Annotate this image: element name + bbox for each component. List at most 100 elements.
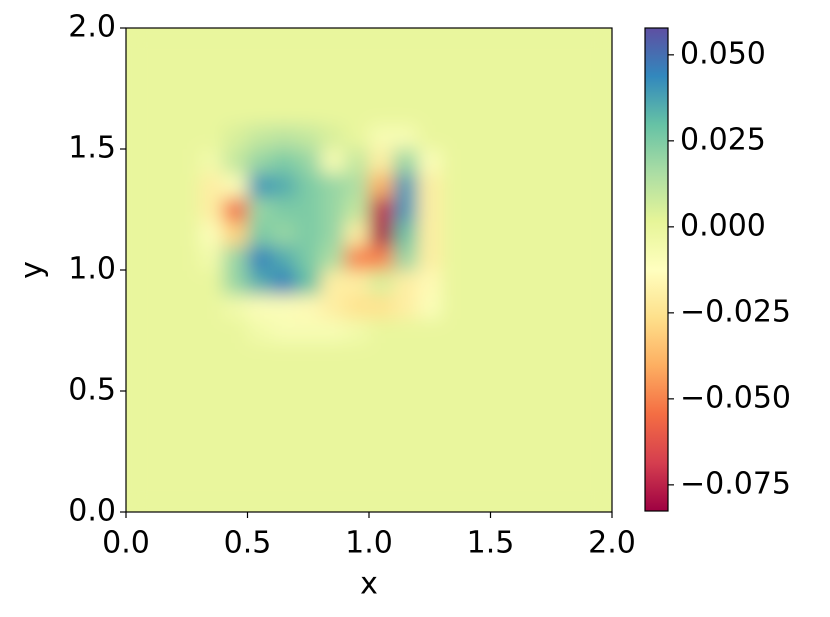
heat-cell [417,463,443,489]
heat-cell [198,124,224,150]
heat-cell [417,294,443,319]
heat-cell [271,173,297,198]
heat-cell [490,100,516,126]
heat-cell [490,124,516,150]
heat-cell [417,173,443,198]
heat-cell [296,221,321,247]
heat-cell [320,391,346,416]
heat-cell [563,439,589,465]
heat-cell [466,52,491,77]
heat-cell [320,463,346,489]
heat-cell [247,76,273,102]
heat-cell [393,124,419,150]
heat-cell [223,221,248,247]
heat-cell [320,197,346,223]
heat-cell [223,197,248,223]
heat-cell [247,28,273,53]
heat-cell [441,366,467,392]
heat-cell [563,487,589,512]
heat-cell [223,318,248,344]
heat-cell [150,318,176,344]
heat-cell [296,366,321,392]
heat-cell [223,463,248,489]
heat-cell [393,270,419,295]
heat-cell [441,487,467,512]
heat-cell [514,124,540,150]
heat-cell [296,487,321,512]
heat-cell [441,318,467,344]
y-tick-label: 1.0 [68,252,116,287]
heat-cell [344,318,370,344]
heat-cell [393,52,419,77]
heat-cell [490,487,516,512]
heat-cell [514,173,540,198]
heat-cell [490,197,516,223]
heat-cell [393,221,419,247]
heat-cell [223,76,248,102]
heat-cell [150,245,176,271]
heat-cell [198,318,224,344]
heat-cell [539,342,564,368]
heat-cell [296,197,321,223]
heat-cell [223,342,248,368]
heat-cell [344,342,370,368]
colorbar [644,27,669,512]
heat-cell [417,415,443,440]
heat-cell [174,245,200,271]
heat-cell [296,173,321,198]
heat-cell [466,439,491,465]
heat-cell [587,245,612,271]
colorbar-tick-label: 0.050 [680,36,766,71]
heat-cell [514,245,540,271]
heat-cell [174,197,200,223]
x-tick-label: 2.0 [588,526,636,561]
heat-cell [223,124,248,150]
heat-cell [563,52,589,77]
heat-cell [393,197,419,223]
heat-cell [296,342,321,368]
heat-cell [296,318,321,344]
heat-cell [174,391,200,416]
heat-cell [247,245,273,271]
heat-cell [271,366,297,392]
heat-cell [490,391,516,416]
heat-cell [126,294,151,319]
heat-cell [174,415,200,440]
heat-cell [320,221,346,247]
heat-cell [563,245,589,271]
heat-cell [490,415,516,440]
heat-cell [490,439,516,465]
heat-cell [466,100,491,126]
heat-cell [441,342,467,368]
heat-cell [320,318,346,344]
heat-cell [247,366,273,392]
heat-cell [539,439,564,465]
heat-cell [417,342,443,368]
heat-cell [271,463,297,489]
heat-cell [393,173,419,198]
heat-cell [223,100,248,126]
heat-cell [296,415,321,440]
heat-cell [587,439,612,465]
heat-cell [150,149,176,174]
heat-cell [514,463,540,489]
heat-cell [539,487,564,512]
heat-cell [223,52,248,77]
heat-cell [490,221,516,247]
heat-cell [393,318,419,344]
heat-cell [198,415,224,440]
heat-cell [174,487,200,512]
heat-cell [174,294,200,319]
heat-cell [198,342,224,368]
heat-cell [126,366,151,392]
heat-cell [466,415,491,440]
heat-cell [296,270,321,295]
heat-cell [539,270,564,295]
heat-cell [417,318,443,344]
heat-cell [320,100,346,126]
heat-cell [587,294,612,319]
colorbar-tick-label: 0.025 [680,122,766,157]
heat-cell [514,197,540,223]
heat-cell [441,270,467,295]
heat-cell [126,463,151,489]
